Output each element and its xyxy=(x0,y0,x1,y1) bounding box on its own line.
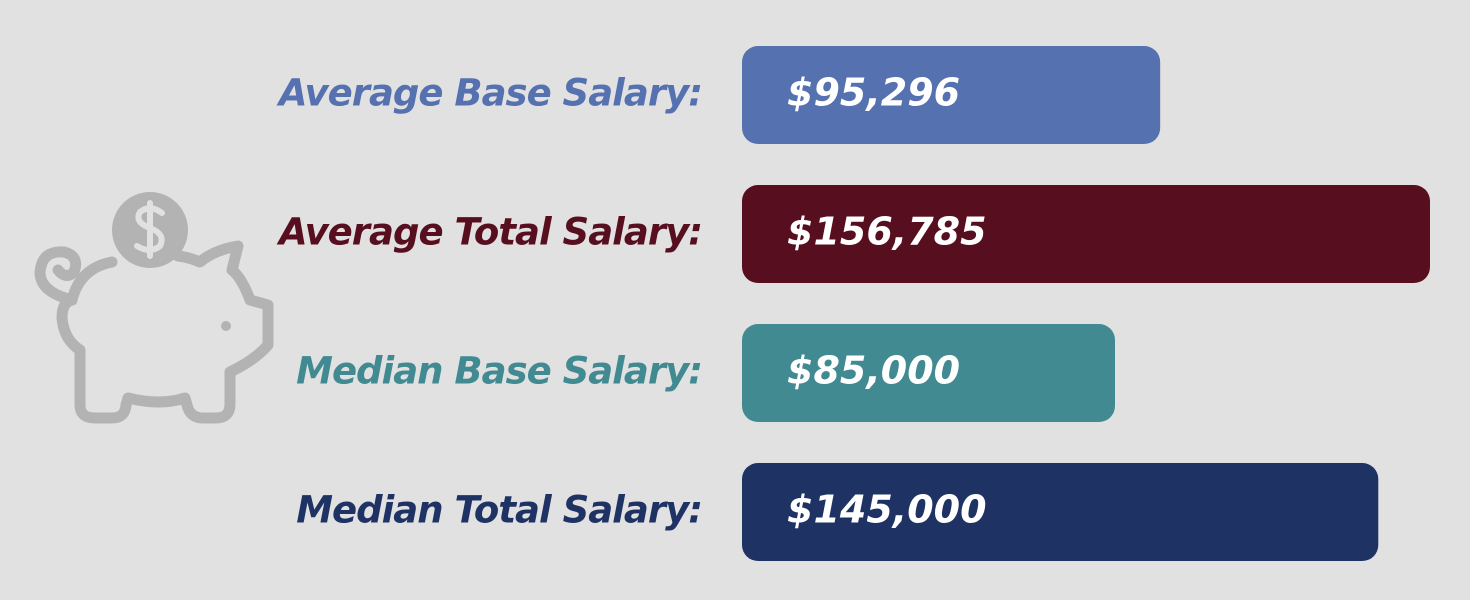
bar xyxy=(742,324,1115,422)
category-label: Average Base Salary: xyxy=(276,72,702,115)
category-label: Median Total Salary: xyxy=(296,489,702,532)
category-label: Average Total Salary: xyxy=(276,211,702,254)
category-label: Median Base Salary: xyxy=(296,350,702,393)
value-label: $156,785 xyxy=(787,210,987,254)
bar xyxy=(742,463,1379,561)
value-label: $95,296 xyxy=(787,71,960,115)
value-label: $85,000 xyxy=(787,349,960,393)
value-label: $145,000 xyxy=(787,488,987,532)
bar xyxy=(742,185,1430,283)
bar xyxy=(742,46,1161,144)
piggy-bank-icon xyxy=(34,192,274,424)
